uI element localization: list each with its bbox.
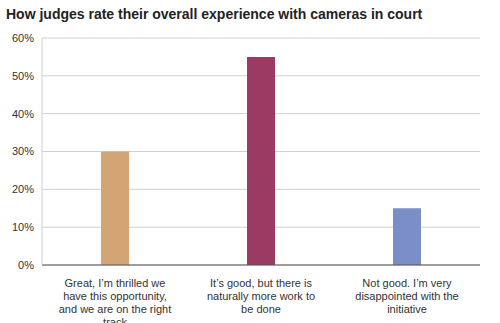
svg-text:20%: 20% bbox=[12, 183, 34, 195]
html-text:How judges rate their overall: How judges rate their overall experience… bbox=[6, 6, 423, 22]
svg-text:It’s good, but there isnatural: It’s good, but there isnaturally more wo… bbox=[207, 277, 315, 315]
svg-text:0%: 0% bbox=[18, 259, 34, 271]
svg-text:50%: 50% bbox=[12, 70, 34, 82]
svg-text:40%: 40% bbox=[12, 108, 34, 120]
svg-text:Great, I’m thrilled wehave thi: Great, I’m thrilled wehave this opportun… bbox=[59, 277, 172, 323]
svg-text:10%: 10% bbox=[12, 221, 34, 233]
svg-text:30%: 30% bbox=[12, 145, 34, 157]
svg-text:Not good. I’m verydisappointed: Not good. I’m verydisappointed with thei… bbox=[355, 277, 458, 315]
svg-text:60%: 60% bbox=[12, 32, 34, 44]
